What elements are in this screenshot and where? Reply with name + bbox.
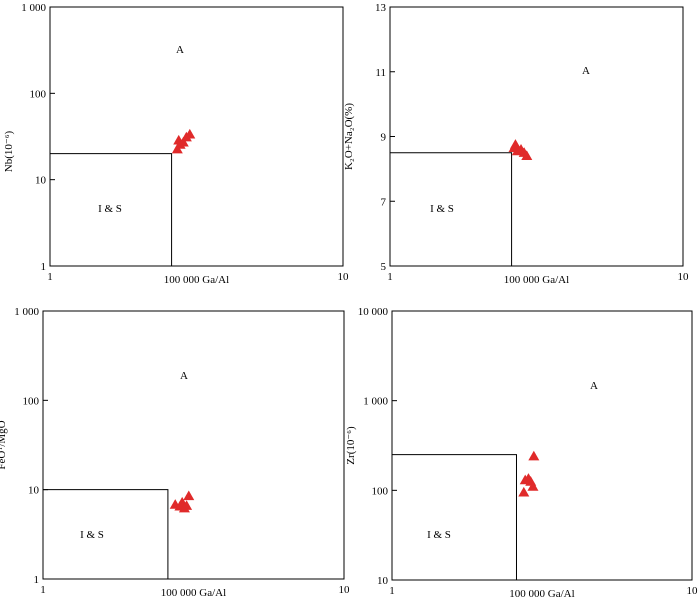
region-label-i-s: I & S [430, 203, 454, 215]
chart-alkali-vs-ga-al: 5 7 9 11 13 1 10 100 000 Ga/Al K₂O+Na₂O(%) A I & S [343, 2, 689, 286]
y-tick-label: 11 [375, 67, 386, 79]
plot-frame [391, 310, 693, 581]
y-tick-label: 100 [23, 395, 40, 407]
y-tick-label: 1 000 [14, 306, 39, 318]
data-point-triangle [528, 450, 540, 461]
y-tick-label: 10 000 [358, 306, 389, 318]
y-tick-label: 7 [381, 196, 387, 208]
y-axis-label: FeOᵀ/MgO [0, 420, 8, 469]
x-tick-label: 1 [389, 585, 395, 597]
plot-frame [42, 310, 345, 580]
y-tick-label: 1 000 [21, 2, 46, 14]
region-label-a: A [180, 370, 188, 382]
y-tick-label: 5 [381, 261, 387, 273]
x-axis-label: 100 000 Ga/Al [504, 274, 569, 286]
y-tick-label: 100 [372, 485, 389, 497]
region-label-i-s: I & S [427, 529, 451, 541]
i-s-field-boundary [43, 489, 169, 579]
plot-frame [49, 6, 344, 267]
data-point-triangle [184, 128, 196, 139]
y-tick-label: 9 [381, 132, 387, 144]
y-tick-label: 1 000 [363, 396, 388, 408]
region-label-a: A [582, 65, 590, 77]
x-axis-label: 100 000 Ga/Al [509, 588, 574, 600]
plot-frame [389, 6, 684, 267]
data-point-triangle [183, 490, 195, 501]
x-tick-label: 10 [338, 271, 350, 283]
chart-feot-mgo-vs-ga-al: 1 10 100 1 000 1 10 100 000 Ga/Al FeOᵀ/MgO A I & … [0, 306, 350, 599]
x-tick-label: 1 [47, 271, 53, 283]
x-tick-label: 10 [339, 584, 351, 596]
data-point-triangle [527, 481, 539, 491]
y-tick-label: 100 [30, 88, 47, 100]
y-axis-label: K₂O+Na₂O(%) [343, 103, 355, 170]
y-tick-label: 10 [377, 575, 389, 587]
i-s-field-boundary [50, 153, 173, 266]
chart-nb-vs-ga-al: 1 10 100 1 000 1 10 100 000 Ga/Al Nb(10⁻⁶) A I & … [3, 2, 349, 286]
region-label-i-s: I & S [98, 203, 122, 215]
data-point-triangle [509, 139, 521, 149]
y-axis-label: Zr(10⁻⁶) [345, 426, 357, 465]
region-label-a: A [590, 380, 598, 392]
y-tick-label: 10 [35, 175, 47, 187]
data-point-triangle [518, 486, 530, 497]
x-axis-label: 100 000 Ga/Al [164, 274, 229, 286]
y-axis-label: Nb(10⁻⁶) [3, 130, 15, 172]
data-point-triangle [177, 136, 189, 147]
i-s-field-boundary [390, 152, 513, 266]
y-tick-label: 13 [375, 2, 387, 14]
y-tick-label: 1 [34, 574, 40, 586]
y-tick-label: 10 [28, 485, 40, 497]
data-point-triangle [521, 150, 533, 161]
x-tick-label: 1 [40, 584, 46, 596]
region-label-a: A [176, 44, 184, 56]
y-tick-label: 1 [41, 261, 47, 273]
x-tick-label: 10 [687, 585, 699, 597]
data-point-triangle [181, 500, 193, 510]
x-tick-label: 10 [678, 271, 690, 283]
region-label-i-s: I & S [80, 529, 104, 541]
x-axis-label: 100 000 Ga/Al [161, 587, 226, 599]
x-tick-label: 1 [387, 271, 393, 283]
i-s-field-boundary [392, 454, 517, 580]
